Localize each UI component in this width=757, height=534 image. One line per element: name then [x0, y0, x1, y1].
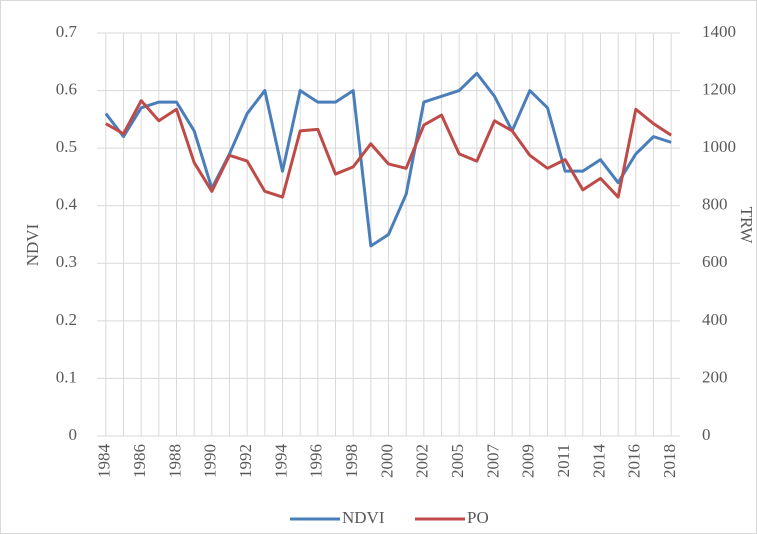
x-tick-label: 1996 [307, 444, 326, 478]
x-tick-label: 2014 [589, 444, 608, 479]
y-tick-label: 0.4 [56, 195, 78, 214]
x-tick-label: 1990 [201, 444, 220, 478]
y2-axis-title: TRW [737, 207, 756, 245]
x-tick-label: 2000 [377, 444, 396, 478]
x-tick-label: 2009 [519, 444, 538, 478]
x-tick-label: 2018 [660, 444, 679, 478]
x-tick-label: 2007 [483, 444, 502, 479]
y-tick-label: 0.7 [56, 22, 78, 41]
y-tick-label: 0.1 [56, 367, 77, 386]
x-tick-label: 2005 [448, 444, 467, 478]
x-tick-label: 1988 [165, 444, 184, 478]
y2-tick-label: 800 [702, 195, 728, 214]
y-tick-label: 0.6 [56, 79, 77, 98]
y-tick-label: 0 [69, 425, 78, 444]
y2-tick-label: 1000 [702, 137, 736, 156]
y2-tick-label: 0 [702, 425, 711, 444]
y-tick-label: 0.2 [56, 310, 77, 329]
series-line [105, 99, 672, 199]
y2-tick-label: 1400 [702, 22, 736, 41]
x-tick-label: 2016 [625, 444, 644, 478]
x-tick-label: 1986 [130, 444, 149, 478]
legend-label: NDVI [342, 508, 385, 527]
legend-label: PO [467, 508, 489, 527]
y2-tick-label: 1200 [702, 79, 736, 98]
series-line [104, 71, 672, 248]
y2-tick-label: 600 [702, 252, 728, 271]
y-axis-title: NDVI [23, 223, 42, 266]
x-tick-label: 1992 [236, 444, 255, 478]
y-tick-label: 0.5 [56, 137, 77, 156]
y2-tick-label: 400 [702, 310, 728, 329]
y2-tick-label: 200 [702, 367, 728, 386]
x-tick-label: 2002 [413, 444, 432, 478]
x-tick-label: 1984 [95, 444, 114, 479]
x-tick-label: 2011 [554, 444, 573, 477]
x-tick-label: 1998 [342, 444, 361, 478]
x-tick-label: 1994 [271, 444, 290, 479]
y-tick-label: 0.3 [56, 252, 77, 271]
